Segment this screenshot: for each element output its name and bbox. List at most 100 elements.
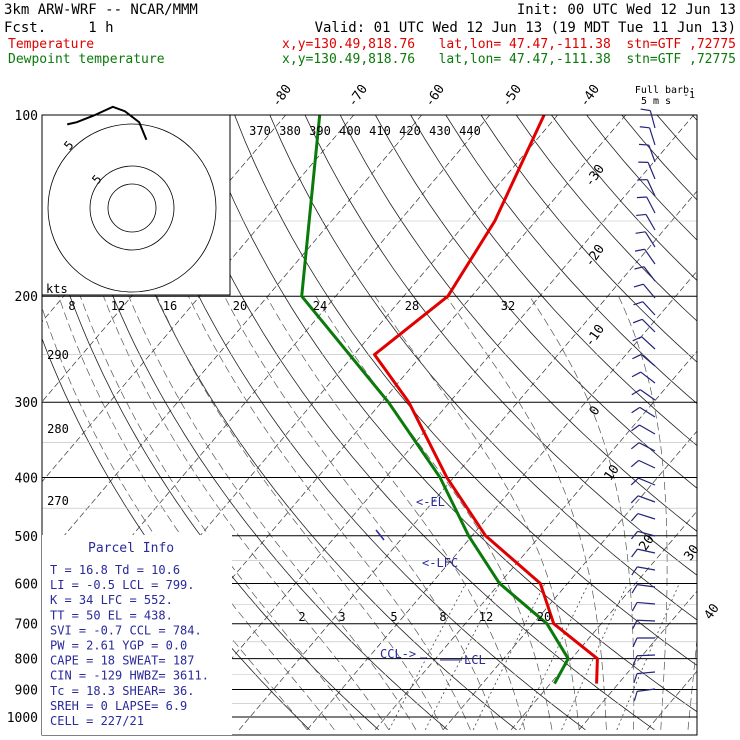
isotherm-label: 40 (701, 601, 722, 622)
temperature-profile (373, 115, 599, 684)
isotherm-line (374, 350, 697, 730)
hodograph-box (41, 114, 231, 296)
mixing-ratio-line (561, 583, 629, 730)
isotherm-line (578, 590, 697, 730)
wind-barb (630, 530, 656, 540)
wind-barb (633, 688, 656, 701)
moist-adiabat (529, 296, 635, 730)
moist-adiabat (266, 296, 526, 730)
wind-barb-flag (632, 619, 638, 630)
ccl-annotation: CCL-> (380, 647, 416, 661)
wind-barb-flag (631, 371, 642, 378)
wind-barb-flag (634, 248, 645, 252)
plot-frame (41, 114, 698, 736)
full-barb-label: Full barb: (635, 85, 695, 96)
mixing-ratio-line (388, 583, 467, 730)
hodograph-speed-label: 24 (313, 299, 327, 313)
wind-barb-flag (631, 566, 638, 576)
parcel-mark (375, 529, 385, 541)
parcel-info-box (42, 535, 232, 735)
wind-barb-staff (637, 584, 656, 588)
mixing-ratio-label: 2 (298, 610, 305, 624)
wind-barb-staff (636, 654, 656, 657)
wind-barb-flag (632, 637, 638, 648)
wind-barb-staff (638, 459, 656, 469)
pressure-label-900: 900 (15, 683, 38, 698)
temperature-legend-label: Temperature (8, 37, 94, 52)
wind-barb (631, 371, 656, 384)
wind-barb-flag (630, 530, 639, 540)
parcel-info-row: LI = -0.5 LCL = 799. (50, 578, 195, 592)
parcel-info-row: CIN = -129 HWBZ= 3611. (50, 669, 209, 683)
forecast-hour: Fcst. 1 h (4, 20, 114, 36)
pressure-label-800: 800 (15, 653, 38, 668)
pressure-label-200: 200 (15, 290, 38, 305)
isotherm-line (42, 115, 355, 483)
wind-barb (633, 283, 656, 299)
parcel-info-row: CELL = 227/21 (50, 714, 144, 728)
wind-barb-staff (644, 231, 656, 248)
wind-barb-flag (634, 266, 645, 270)
wind-barb (634, 248, 656, 265)
wind-barb (639, 126, 656, 146)
mixing-ratio-label: 5 (390, 610, 397, 624)
wind-barb (631, 406, 656, 418)
theta-low-label: 270 (47, 494, 69, 508)
wind-barb-staff (642, 283, 656, 299)
parcel-info-row: SREH = 0 LAPSE= 6.9 (50, 699, 187, 713)
parcel-info-row: TT = 50 EL = 438. (50, 608, 173, 622)
wind-barb-staff (647, 162, 656, 180)
wind-barb-flag (632, 336, 642, 342)
theta-label: 370 (249, 124, 271, 138)
hodograph-ring (107, 183, 157, 233)
parcel-info-title: Parcel Info (88, 541, 174, 556)
wind-barb-staff (637, 566, 656, 571)
wind-barb (631, 424, 656, 435)
dewpoint-legend-label: Dewpoint temperature (8, 52, 165, 67)
full-barb-value: 5 m s (641, 96, 671, 107)
wind-barb (631, 548, 656, 558)
wind-barb (631, 566, 656, 576)
wind-barb (631, 389, 656, 401)
wind-barb-staff (641, 318, 656, 333)
moist-adiabat (224, 296, 498, 730)
valid-time: Valid: 01 UTC Wed 12 Jun 13 (19 MDT Tue … (315, 20, 736, 36)
wind-barb-staff (639, 406, 656, 418)
wind-barb-flag (630, 513, 639, 522)
wind-barb (633, 671, 656, 684)
dewpoint-location: x,y=130.49,818.76 lat,lon= 47.47,-111.38… (282, 52, 736, 67)
wind-barb (632, 336, 656, 350)
moist-adiabat (79, 296, 362, 731)
wind-barb (631, 584, 656, 594)
theta-label: 400 (339, 124, 361, 138)
wind-barb-staff (646, 196, 656, 214)
wind-barb-staff (639, 389, 656, 401)
pressure-label-400: 400 (15, 471, 38, 486)
pressure-label-100: 100 (15, 109, 38, 124)
moist-adiabat (188, 296, 471, 730)
wind-barb-staff (648, 144, 656, 163)
wind-barb-flag (630, 495, 639, 504)
pressure-label-1000: 1000 (7, 711, 38, 726)
moist-adiabat (156, 296, 444, 730)
mixing-ratio-line (472, 583, 546, 730)
lcl-annotation: LCL (464, 653, 486, 667)
moist-adiabat (687, 635, 697, 730)
wind-barb-staff (637, 530, 656, 537)
wind-barb (636, 196, 656, 214)
init-time: Init: 00 UTC Wed 12 Jun 13 (517, 2, 736, 18)
mixing-ratio-label: 20 (537, 610, 551, 624)
pressure-label-300: 300 (15, 396, 38, 411)
wind-barb (630, 459, 656, 469)
isotherm-label: 10 (601, 462, 622, 483)
wind-barb-staff (637, 495, 656, 503)
wind-barb (637, 179, 656, 197)
wind-barb-flag (638, 143, 649, 146)
wind-barb-flag (635, 231, 646, 234)
hodograph-speed-label: 32 (501, 299, 515, 313)
isotherm-line (238, 190, 697, 730)
wind-barb-staff (642, 301, 656, 316)
theta-label: 410 (369, 124, 391, 138)
isotherm-line (170, 115, 695, 730)
